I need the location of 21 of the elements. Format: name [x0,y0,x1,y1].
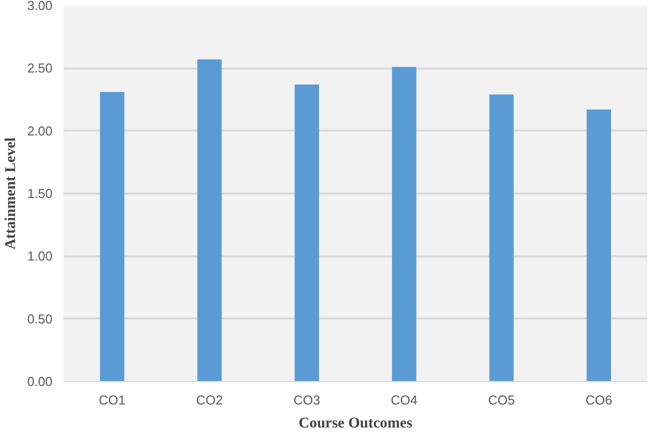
x-tick-label: CO6 [585,392,612,408]
x-tick-label: CO3 [293,392,320,408]
bar [586,110,611,382]
bar [294,84,319,382]
bar [489,94,514,382]
x-tick-label: CO2 [196,392,223,408]
y-axis-title: Attainment Level [3,137,20,250]
x-tick-label: CO4 [390,392,418,408]
y-tick-label: 0.00 [27,374,53,389]
y-tick-label: 3.00 [27,0,53,13]
x-axis-title: Course Outcomes [298,416,413,432]
x-tick-label: CO5 [488,392,515,408]
x-tick-label: CO1 [98,392,126,408]
bar [197,59,222,382]
bar [392,66,416,382]
y-tick-label: 1.50 [27,186,53,201]
y-tick-label: 2.00 [27,123,53,138]
y-tick-label: 0.50 [27,311,53,326]
bar [100,92,124,382]
y-tick-label: 2.50 [27,60,53,76]
y-tick-label: 1.00 [27,248,53,264]
